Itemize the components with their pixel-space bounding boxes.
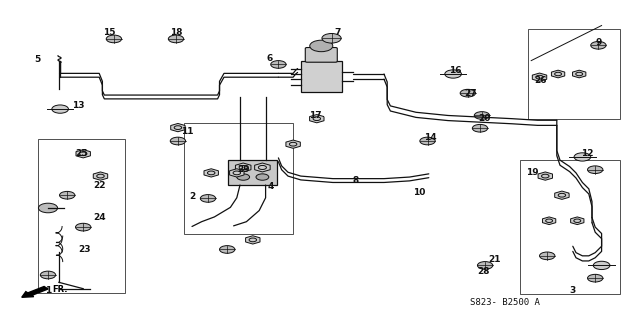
Text: 12: 12: [581, 149, 594, 158]
Circle shape: [420, 137, 435, 145]
Circle shape: [220, 246, 235, 253]
Text: 19: 19: [526, 168, 539, 177]
Circle shape: [591, 41, 606, 49]
Text: 9: 9: [595, 38, 602, 47]
Circle shape: [593, 261, 610, 270]
Text: 7: 7: [334, 28, 340, 37]
Text: 27: 27: [464, 89, 477, 98]
Polygon shape: [555, 191, 569, 199]
Polygon shape: [76, 150, 90, 158]
Text: 8: 8: [352, 176, 358, 185]
Circle shape: [588, 166, 603, 174]
Polygon shape: [204, 169, 218, 177]
Bar: [520, 160, 620, 294]
Polygon shape: [246, 236, 260, 244]
Circle shape: [60, 191, 75, 199]
Text: 13: 13: [72, 101, 84, 110]
Circle shape: [76, 223, 91, 231]
Text: 29: 29: [237, 165, 250, 174]
FancyArrow shape: [22, 286, 48, 297]
Circle shape: [474, 112, 490, 119]
Text: 28: 28: [477, 267, 490, 276]
Polygon shape: [310, 115, 324, 123]
Text: 22: 22: [93, 181, 106, 190]
Circle shape: [200, 195, 216, 202]
Bar: [228, 160, 277, 185]
Text: 2: 2: [189, 192, 195, 201]
Circle shape: [574, 153, 591, 161]
Text: 18: 18: [170, 28, 182, 37]
Bar: [301, 61, 342, 92]
Circle shape: [271, 61, 286, 68]
Text: 21: 21: [488, 255, 500, 263]
Text: S823- B2500 A: S823- B2500 A: [470, 298, 540, 307]
Polygon shape: [573, 70, 586, 78]
Circle shape: [460, 89, 476, 97]
Text: 24: 24: [93, 213, 106, 222]
Bar: [184, 123, 293, 234]
Circle shape: [40, 271, 56, 279]
Circle shape: [540, 252, 555, 260]
Circle shape: [38, 203, 58, 213]
Text: 26: 26: [534, 76, 547, 85]
Circle shape: [477, 262, 493, 269]
Circle shape: [237, 174, 250, 180]
Bar: [38, 139, 125, 293]
Text: 16: 16: [449, 66, 462, 75]
Text: 20: 20: [478, 114, 491, 123]
Polygon shape: [286, 140, 300, 148]
Circle shape: [168, 35, 184, 43]
Text: 6: 6: [267, 54, 273, 63]
Text: FR.: FR.: [52, 285, 68, 293]
Circle shape: [52, 105, 68, 113]
Polygon shape: [552, 70, 564, 78]
Text: 17: 17: [309, 111, 322, 120]
Polygon shape: [543, 217, 556, 225]
Text: 23: 23: [78, 245, 91, 254]
Text: 10: 10: [413, 188, 426, 197]
Polygon shape: [538, 172, 552, 180]
Text: 4: 4: [268, 182, 274, 191]
Text: 25: 25: [75, 149, 88, 158]
Text: 11: 11: [180, 127, 193, 136]
Text: 3: 3: [570, 286, 576, 295]
Polygon shape: [230, 169, 244, 177]
Circle shape: [445, 70, 461, 78]
Text: 5: 5: [34, 55, 40, 63]
Circle shape: [588, 274, 603, 282]
Circle shape: [106, 35, 122, 43]
Circle shape: [170, 137, 186, 145]
Polygon shape: [93, 172, 108, 180]
Text: 1: 1: [45, 286, 52, 295]
Bar: [528, 29, 620, 119]
Polygon shape: [236, 163, 251, 172]
Polygon shape: [171, 123, 185, 132]
Circle shape: [256, 174, 269, 180]
Polygon shape: [532, 73, 547, 81]
Circle shape: [322, 33, 341, 43]
Text: 14: 14: [424, 133, 436, 142]
Circle shape: [310, 40, 333, 52]
Text: 15: 15: [102, 28, 115, 37]
FancyBboxPatch shape: [305, 48, 337, 62]
Circle shape: [472, 124, 488, 132]
Polygon shape: [571, 217, 584, 225]
Polygon shape: [255, 163, 270, 172]
